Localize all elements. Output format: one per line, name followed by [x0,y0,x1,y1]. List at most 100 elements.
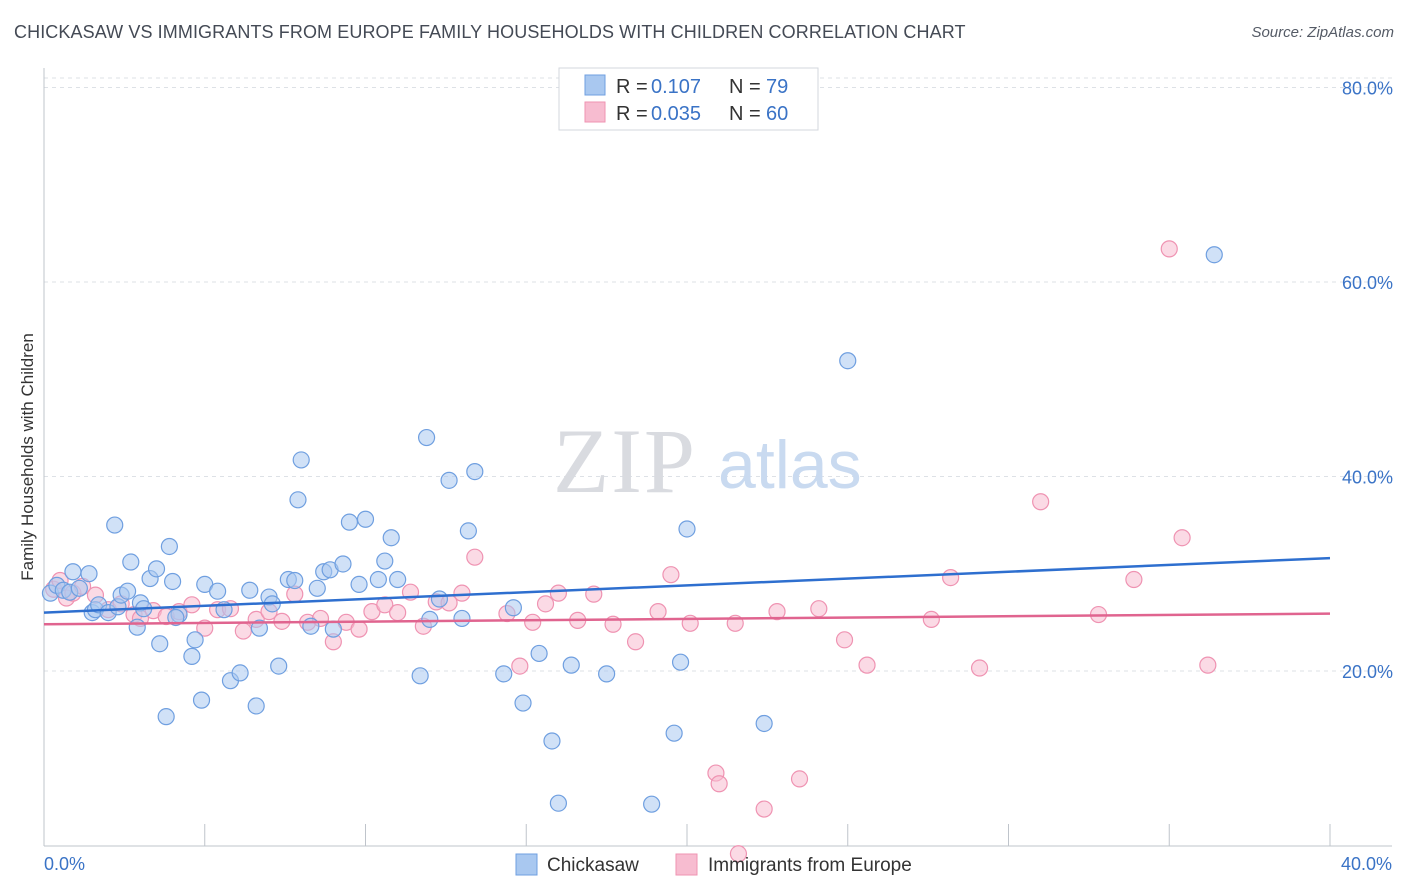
chickasaw-point [504,599,522,617]
chickasaw-point [598,665,616,683]
europe-point [662,566,680,584]
europe-point [790,770,809,788]
europe-point [466,548,484,566]
chickasaw-point [466,462,484,481]
chickasaw-point [411,667,429,685]
chickasaw-point [186,631,204,649]
chickasaw-point [164,572,182,591]
chart-title: CHICKASAW VS IMMIGRANTS FROM EUROPE FAMI… [14,22,966,42]
chickasaw-point [247,697,265,715]
chickasaw-point [369,570,387,589]
y-tick-label: 40.0% [1342,467,1393,487]
europe-point [755,800,773,818]
europe-point [858,656,876,674]
chickasaw-point [160,537,178,556]
europe-point [835,631,854,649]
europe-point [1199,656,1217,674]
chickasaw-point [286,571,304,590]
series-chickasaw-points [41,246,1223,813]
chickasaw-point [308,579,326,597]
chickasaw-point [340,513,359,531]
stats-r-value-chickasaw: 0.107 [651,76,701,98]
europe-point [942,568,960,587]
europe-point [511,657,529,675]
europe-point [536,595,555,613]
chickasaw-point [209,582,227,600]
chickasaw-point [122,553,140,571]
chickasaw-point [350,575,368,593]
europe-point [549,584,568,602]
chickasaw-point [839,352,857,370]
x-tick-label: 0.0% [44,854,85,874]
europe-point [376,596,394,614]
chickasaw-point [530,644,548,663]
y-tick-label: 60.0% [1342,273,1393,293]
europe-point [1173,529,1191,547]
stats-n-label-europe: N = [729,103,761,125]
watermark-zip: ZIP [553,410,697,512]
chickasaw-point [671,653,690,671]
chickasaw-point [543,732,561,750]
watermark-atlas: atlas [718,427,862,503]
chickasaw-point [389,570,407,589]
x-tick-label: 40.0% [1341,854,1392,874]
stats-legend: R = 0.107 N = 79 R = 0.035 N = 60 [558,67,819,131]
europe-point [524,613,542,631]
chickasaw-point [376,552,394,570]
stats-n-label-chickasaw: N = [729,76,761,98]
chickasaw-point [167,608,185,627]
chickasaw-point [421,610,439,629]
stats-swatch-europe [584,101,606,123]
chickasaw-point [128,618,146,636]
europe-point [234,622,252,640]
europe-point [922,610,940,629]
europe-point [1125,570,1143,589]
x-axis-ticks [204,824,1331,846]
europe-point [389,603,407,622]
stats-n-value-chickasaw: 79 [766,76,788,98]
europe-point [970,659,989,677]
chickasaw-point [665,724,683,742]
chickasaw-point [192,691,211,709]
chickasaw-point [151,635,169,653]
chickasaw-point [241,581,259,599]
chickasaw-point [118,582,137,600]
europe-point [810,600,828,618]
europe-point [710,775,728,793]
series-legend: Chickasaw Immigrants from Europe [515,853,912,876]
legend-label-europe: Immigrants from Europe [708,855,912,876]
chickasaw-point [678,520,696,538]
chart-source: Source: ZipAtlas.com [1251,24,1394,41]
chickasaw-point [514,694,532,712]
chickasaw-point [157,708,175,726]
stats-swatch-chickasaw [584,74,606,96]
chickasaw-point [549,794,568,812]
chickasaw-point [1205,246,1223,264]
europe-point [1032,493,1050,511]
chickasaw-point [289,491,307,509]
y-axis-title: Family Households with Children [18,333,37,581]
chickasaw-point [292,451,310,469]
chickasaw-point [562,656,580,674]
stats-r-label-europe: R = [616,103,648,125]
chickasaw-point [643,795,661,813]
legend-swatch-europe [675,853,698,876]
chickasaw-point [755,714,773,733]
europe-point [626,633,645,651]
chickasaw-point [147,560,166,578]
chickasaw-point [495,665,513,683]
stats-r-label-chickasaw: R = [616,76,648,98]
chickasaw-point [430,590,449,608]
chickasaw-point [302,617,320,635]
chickasaw-point [80,565,98,583]
stats-r-value-europe: 0.035 [651,103,701,125]
chickasaw-point [250,619,269,637]
legend-swatch-chickasaw [515,853,538,876]
chickasaw-point [324,620,342,638]
europe-point [1160,240,1178,258]
chickasaw-point [356,510,375,528]
chickasaw-point [231,664,249,682]
y-tick-label: 20.0% [1342,662,1393,682]
europe-point [453,584,471,602]
